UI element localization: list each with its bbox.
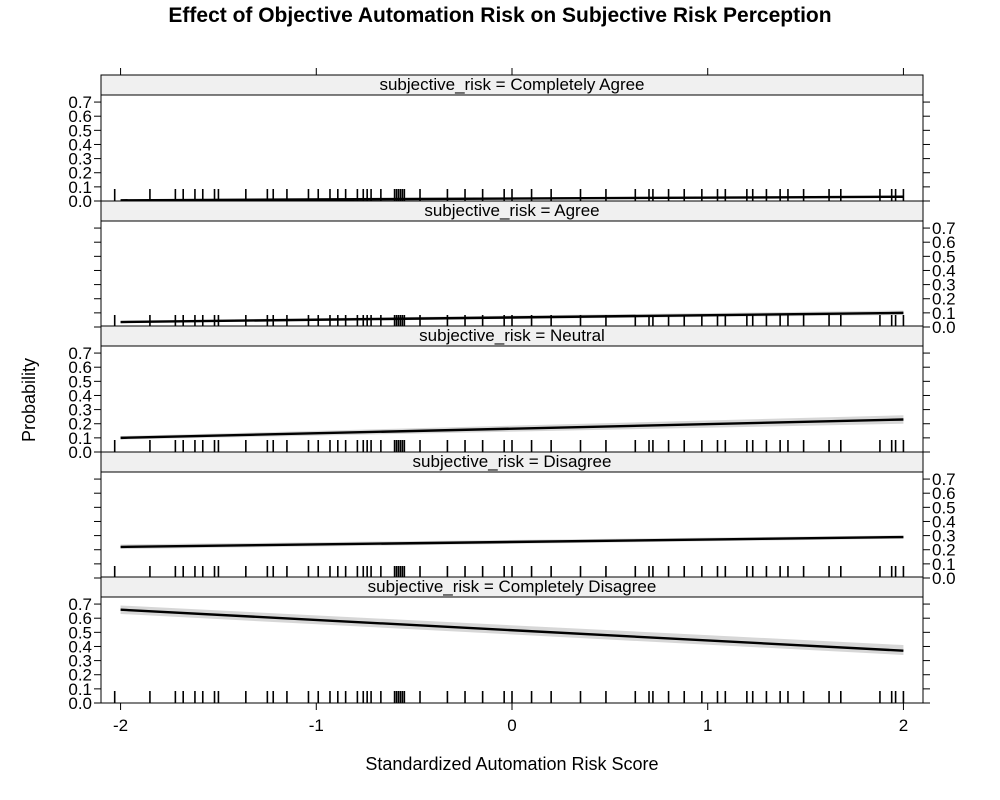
y-tick-label: 0.4 (68, 386, 92, 405)
y-tick-label: 0.0 (68, 192, 92, 211)
y-tick-label: 0.4 (68, 637, 92, 656)
y-tick-label: 0.1 (932, 304, 956, 323)
fit-line (120, 418, 904, 440)
x-tick-label: 0 (507, 716, 516, 735)
y-tick-label: 0.2 (932, 541, 956, 560)
y-axis-label: Probability (19, 358, 39, 442)
fit-line (120, 311, 904, 324)
y-tick-label: 0.2 (68, 415, 92, 434)
y-tick-label: 0.2 (68, 164, 92, 183)
panel-strip-label: subjective_risk = Completely Agree (379, 75, 644, 94)
y-tick-label: 0.0 (932, 569, 956, 588)
y-tick-label: 0.2 (68, 666, 92, 685)
y-tick-label: 0.5 (68, 623, 92, 642)
chart-title: Effect of Objective Automation Risk on S… (168, 4, 832, 27)
y-tick-label: 0.2 (932, 290, 956, 309)
panel-frame (100, 94, 924, 202)
y-tick-label: 0.7 (932, 470, 956, 489)
panel-strip-label: subjective_risk = Agree (424, 201, 599, 220)
x-tick-label: 2 (899, 716, 908, 735)
y-tick-label: 0.7 (68, 344, 92, 363)
y-tick-label: 0.1 (68, 680, 92, 699)
fit-line (120, 608, 904, 652)
y-tick-label: 0.4 (932, 512, 956, 531)
x-tick-label: -1 (309, 716, 324, 735)
y-tick-label: 0.6 (68, 107, 92, 126)
y-tick-label: 0.5 (68, 121, 92, 140)
y-tick-label: 0.3 (68, 652, 92, 671)
y-tick-label: 0.7 (68, 93, 92, 112)
fit-line (120, 535, 904, 549)
panel-strip-label: subjective_risk = Disagree (413, 452, 612, 471)
y-tick-label: 0.0 (68, 694, 92, 713)
panel-strip-label: subjective_risk = Completely Disagree (368, 577, 657, 596)
y-tick-label: 0.1 (932, 555, 956, 574)
y-tick-label: 0.6 (932, 233, 956, 252)
y-tick-label: 0.5 (932, 498, 956, 517)
y-tick-label: 0.4 (932, 261, 956, 280)
panel-strip-label: subjective_risk = Neutral (419, 326, 605, 345)
y-tick-label: 0.5 (68, 372, 92, 391)
y-tick-label: 0.1 (68, 178, 92, 197)
y-tick-label: 0.6 (932, 484, 956, 503)
y-tick-label: 0.5 (932, 247, 956, 266)
y-tick-label: 0.0 (68, 443, 92, 462)
x-axis-label: Standardized Automation Risk Score (365, 754, 658, 774)
x-tick-label: -2 (113, 716, 128, 735)
y-tick-label: 0.7 (68, 595, 92, 614)
y-tick-label: 0.3 (68, 401, 92, 420)
y-tick-label: 0.6 (68, 358, 92, 377)
x-tick-label: 1 (703, 716, 712, 735)
y-tick-label: 0.6 (68, 609, 92, 628)
y-tick-label: 0.3 (932, 276, 956, 295)
y-tick-label: 0.3 (932, 527, 956, 546)
fit-line (120, 195, 904, 202)
panel-frame (100, 220, 924, 328)
y-tick-label: 0.3 (68, 150, 92, 169)
y-tick-label: 0.7 (932, 219, 956, 238)
panel-frame (100, 471, 924, 579)
y-tick-label: 0.4 (68, 135, 92, 154)
y-tick-label: 0.0 (932, 318, 956, 337)
y-tick-label: 0.1 (68, 429, 92, 448)
